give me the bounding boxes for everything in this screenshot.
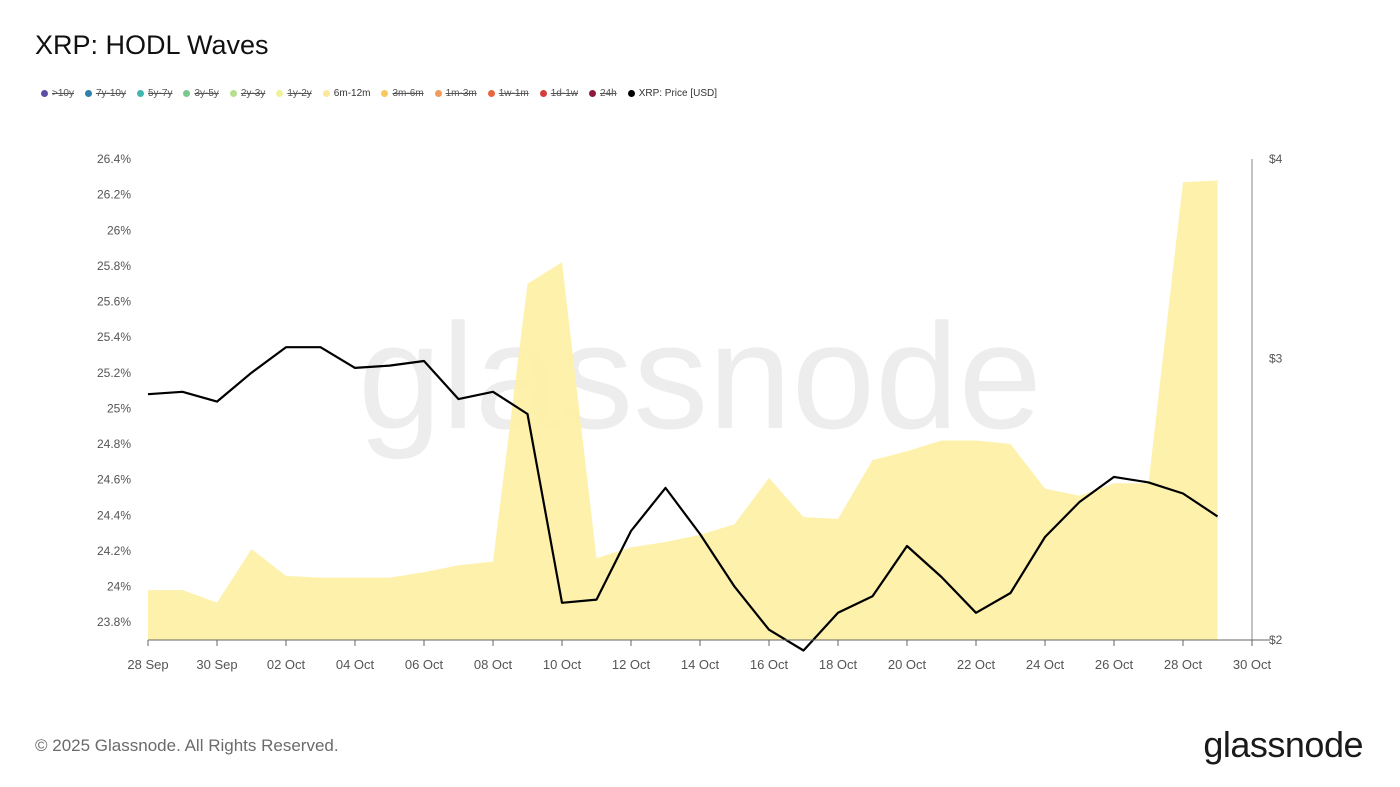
x-axis-tick-label: 22 Oct (957, 657, 996, 672)
x-axis-tick-label: 20 Oct (888, 657, 927, 672)
x-axis-tick-label: 04 Oct (336, 657, 375, 672)
legend-dot-icon (381, 90, 389, 97)
x-axis-tick-label: 14 Oct (681, 657, 720, 672)
watermark: glassnode (358, 292, 1042, 460)
x-axis-tick-label: 28 Oct (1164, 657, 1203, 672)
legend-item[interactable]: 1y-2y (276, 88, 312, 99)
legend-label: 1w-1m (498, 88, 529, 99)
left-axis-tick-label: 24% (107, 580, 131, 594)
left-axis-tick-label: 25.2% (97, 366, 131, 380)
right-axis-tick-label: $3 (1269, 352, 1283, 366)
chart-legend: >10y 7y-10y 5y-7y 3y-5y 2y-3y 1y-2y 6m-12m 3m-6… (41, 88, 728, 99)
left-axis-tick-label: 25.6% (97, 295, 131, 309)
x-axis-tick-label: 26 Oct (1095, 657, 1134, 672)
legend-item[interactable]: 24h (589, 88, 617, 99)
right-axis-tick-label: $2 (1269, 633, 1283, 647)
x-axis-tick-label: 12 Oct (612, 657, 651, 672)
left-axis-tick-label: 26% (107, 223, 131, 237)
legend-item[interactable]: 3y-5y (183, 88, 219, 99)
legend-item[interactable]: 7y-10y (84, 88, 126, 99)
legend-label: 3m-6m (392, 88, 424, 99)
legend-dot-icon (276, 90, 284, 97)
x-axis-tick-label: 08 Oct (474, 657, 513, 672)
x-axis-tick-label: 30 Sep (196, 657, 237, 672)
legend-label: 1d-1w (550, 88, 578, 99)
x-axis-tick-label: 10 Oct (543, 657, 582, 672)
legend-item[interactable]: XRP: Price [USD] (627, 88, 718, 99)
legend-item[interactable]: 1d-1w (539, 88, 578, 99)
legend-dot-icon (183, 90, 191, 97)
legend-item[interactable]: 6m-12m (322, 88, 371, 99)
legend-dot-icon (627, 90, 635, 97)
legend-dot-icon (322, 90, 330, 97)
legend-item[interactable]: 1w-1m (487, 88, 529, 99)
legend-label: 2y-3y (240, 88, 266, 99)
left-axis-tick-label: 24.4% (97, 508, 131, 522)
x-axis-tick-label: 16 Oct (750, 657, 789, 672)
right-axis-tick-label: $4 (1269, 152, 1283, 166)
legend-label: 5y-7y (147, 88, 173, 99)
legend-item[interactable]: 1m-3m (434, 88, 477, 99)
x-axis-tick-label: 28 Sep (127, 657, 168, 672)
left-axis-tick-label: 24.2% (97, 544, 131, 558)
price-line-series (147, 346, 1219, 652)
x-axis-tick-label: 18 Oct (819, 657, 858, 672)
legend-dot-icon (229, 90, 237, 97)
left-axis-tick-label: 25.4% (97, 330, 131, 344)
x-axis-tick-label: 06 Oct (405, 657, 444, 672)
legend-label: 7y-10y (95, 88, 126, 99)
legend-label: XRP: Price [USD] (638, 88, 718, 99)
legend-label: 1m-3m (445, 88, 477, 99)
x-axis-tick-label: 24 Oct (1026, 657, 1065, 672)
left-axis-tick-label: 24.6% (97, 473, 131, 487)
legend-dot-icon (487, 90, 495, 97)
legend-dot-icon (589, 90, 596, 97)
left-axis-tick-label: 25.8% (97, 259, 131, 273)
left-axis-tick-label: 23.8% (97, 615, 131, 629)
glassnode-logo[interactable]: glassnode (1203, 724, 1363, 765)
left-axis-tick-label: 24.8% (97, 437, 131, 451)
legend-dot-icon (41, 90, 48, 97)
legend-dot-icon (539, 90, 547, 97)
copyright-footer: © 2025 Glassnode. All Rights Reserved. (35, 736, 339, 755)
left-axis-tick-label: 25% (107, 401, 131, 415)
legend-dot-icon (434, 90, 442, 97)
area-series-6m-12m (148, 180, 1218, 640)
legend-item[interactable]: 2y-3y (229, 88, 266, 99)
legend-item[interactable]: >10y (41, 88, 74, 99)
x-axis-tick-label: 30 Oct (1233, 657, 1272, 672)
legend-label: 24h (600, 88, 617, 99)
chart-title: XRP: HODL Waves (35, 30, 269, 60)
legend-item[interactable]: 5y-7y (136, 88, 173, 99)
legend-dot-icon (136, 90, 144, 97)
x-axis-tick-label: 02 Oct (267, 657, 306, 672)
legend-label: 6m-12m (333, 88, 371, 99)
legend-item[interactable]: 3m-6m (381, 88, 424, 99)
legend-label: 1y-2y (287, 88, 312, 99)
left-axis-tick-label: 26.2% (97, 188, 131, 202)
left-axis-tick-label: 26.4% (97, 152, 131, 166)
legend-dot-icon (84, 90, 92, 97)
legend-label: 3y-5y (194, 88, 219, 99)
legend-label: >10y (52, 88, 74, 99)
